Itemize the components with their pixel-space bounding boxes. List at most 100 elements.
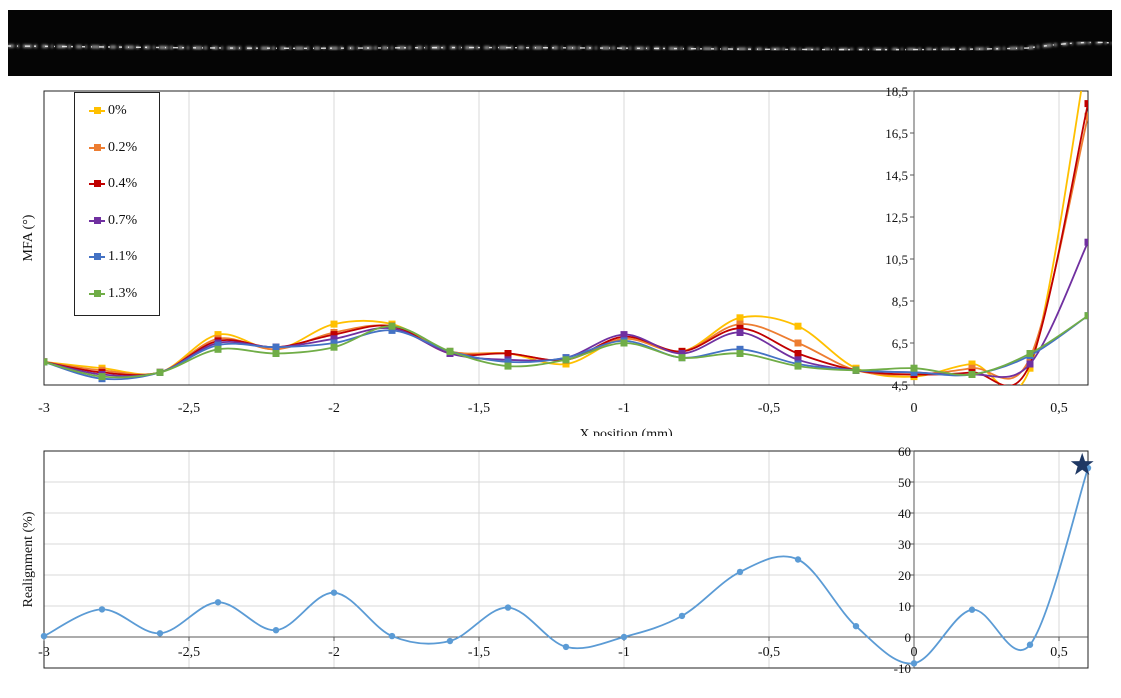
mfa-data-point — [910, 364, 918, 372]
mfa-data-point — [736, 324, 744, 332]
realign-data-point — [736, 568, 744, 576]
mfa-x-tick-label: -2,5 — [178, 401, 200, 416]
mfa-data-point — [968, 371, 976, 378]
mfa-data-point — [736, 350, 744, 357]
mfa-data-point — [214, 331, 222, 339]
mfa-x-tick-label: -2 — [328, 401, 340, 416]
realign-data-point — [968, 606, 976, 613]
mfa-data-point — [678, 350, 686, 357]
realign-plot-frame — [43, 450, 1089, 669]
mfa-data-point — [504, 350, 512, 357]
mfa-data-point — [620, 339, 628, 347]
mfa-data-point — [330, 339, 338, 347]
realign-x-tick-label: -1,5 — [468, 645, 490, 660]
mfa-data-point — [1084, 238, 1088, 246]
mfa-data-point — [330, 335, 338, 343]
realign-data-point — [40, 632, 48, 640]
realign-y-tick-label: -10 — [894, 661, 911, 676]
mfa-data-point — [736, 345, 744, 353]
realign-y-tick-label: 30 — [898, 537, 911, 552]
legend-item: 1.3% — [89, 286, 137, 302]
realign-x-tick-label: -0,5 — [758, 645, 780, 660]
realign-data-point — [678, 612, 686, 620]
mfa-data-point — [736, 329, 744, 336]
mfa-data-point — [678, 354, 686, 362]
realign-y-tick-label: 10 — [898, 599, 911, 614]
mfa-data-point — [910, 368, 918, 376]
realign-x-tick-label: -2,5 — [178, 645, 200, 660]
mfa-series-line-0.2% — [44, 115, 1088, 380]
legend-label: 1.3% — [108, 286, 138, 301]
legend-item: 1.1% — [89, 249, 137, 265]
legend-swatch — [89, 103, 105, 119]
mfa-data-point — [214, 341, 222, 349]
fiber-image-graphic — [8, 40, 1112, 52]
legend-swatch — [89, 286, 105, 302]
mfa-data-point — [504, 362, 512, 370]
legend-swatch — [89, 249, 105, 265]
mfa-data-point — [330, 320, 338, 328]
mfa-data-point — [736, 320, 744, 328]
mfa-y-tick-label: 12,5 — [885, 210, 908, 225]
mfa-legend: 0% 0.2% 0.4% 0.7% 1.1% 1.3% — [74, 92, 160, 316]
mfa-data-point — [794, 356, 802, 364]
realign-data-point — [156, 630, 164, 637]
legend-item: 0.2% — [89, 140, 137, 156]
mfa-data-point — [388, 322, 396, 330]
legend-label: 0% — [108, 103, 127, 118]
mfa-x-tick-label: -1 — [618, 401, 630, 416]
mfa-data-point — [1084, 312, 1088, 320]
mfa-x-tick-label: -0,5 — [758, 401, 780, 416]
mfa-data-point — [446, 347, 454, 355]
mfa-y-tick-label: 6,5 — [892, 336, 908, 351]
mfa-data-point — [272, 350, 280, 357]
realign-data-point — [330, 589, 338, 596]
realign-data-point — [214, 599, 222, 606]
legend-item: 0.7% — [89, 213, 137, 229]
mfa-chart: -3 -2,5 -2 -1,5 -1 -0,5 0 0,5 4,5 6,5 8,5 10,5 12,5 1… — [21, 84, 1089, 436]
fiber-xray-image — [8, 10, 1112, 76]
mfa-data-point — [794, 350, 802, 357]
legend-item: 0% — [89, 103, 127, 119]
mfa-data-point — [620, 331, 628, 339]
mfa-data-point — [1026, 364, 1034, 372]
realign-x-tick-label: -1 — [618, 645, 630, 660]
realign-data-point — [1026, 641, 1034, 648]
mfa-data-point — [98, 373, 106, 381]
legend-swatch — [89, 140, 105, 156]
mfa-data-point — [794, 362, 802, 370]
mfa-data-point — [968, 364, 976, 372]
realign-x-tick-label: 0 — [911, 645, 918, 660]
legend-label: 0.7% — [108, 212, 138, 228]
legend-label: 1.1% — [108, 249, 138, 265]
mfa-data-point — [1026, 360, 1034, 368]
realign-series-line — [43, 467, 1089, 665]
mfa-plot-frame — [43, 90, 1089, 386]
mfa-x-tick-label: -3 — [38, 401, 50, 416]
realign-data-point — [852, 622, 860, 630]
realign-data-point — [446, 637, 454, 645]
realign-data-point — [272, 626, 280, 634]
realign-y-tick-label: 50 — [898, 475, 911, 490]
mfa-y-tick-label: 14,5 — [885, 168, 908, 183]
mfa-y-tick-label: 8,5 — [892, 294, 908, 309]
realign-x-tick-label: 0,5 — [1050, 645, 1068, 660]
mfa-x-tick-label: 0,5 — [1050, 401, 1068, 416]
mfa-data-point — [736, 314, 744, 322]
mfa-x-tick-label: -1,5 — [468, 401, 490, 416]
mfa-data-point — [794, 339, 802, 347]
mfa-data-point — [504, 358, 512, 366]
mfa-data-point — [794, 322, 802, 330]
mfa-series-group — [44, 91, 1088, 385]
mfa-data-point — [562, 356, 570, 364]
mfa-y-tick-label: 18,5 — [885, 84, 908, 99]
realign-y-tick-label: 40 — [898, 506, 911, 521]
realign-data-point — [98, 606, 106, 613]
mfa-data-point — [968, 360, 976, 368]
mfa-data-point — [214, 345, 222, 353]
realign-y-tick-label: 60 — [898, 444, 911, 459]
mfa-x-axis-title: X position (mm) — [579, 427, 673, 436]
realign-data-point — [620, 633, 628, 641]
mfa-data-point — [1026, 350, 1034, 357]
mfa-data-point — [388, 326, 396, 334]
